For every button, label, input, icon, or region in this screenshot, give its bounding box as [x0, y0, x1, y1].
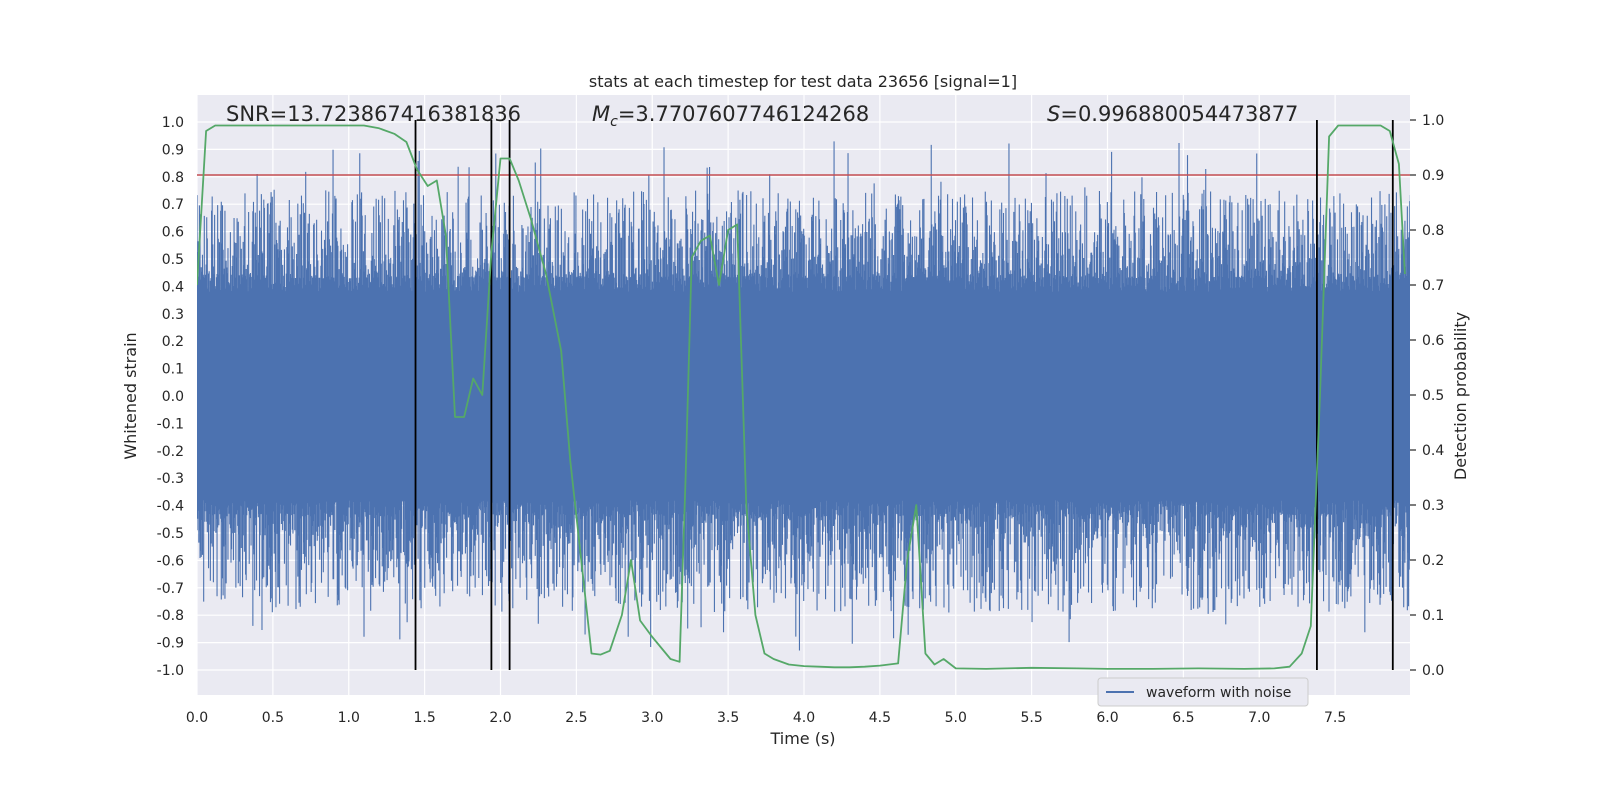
y2-tick-label-2: 0.8 — [1422, 223, 1444, 239]
chart-title: stats at each timestep for test data 236… — [589, 72, 1017, 91]
y-tick-label-14: -0.4 — [157, 499, 184, 515]
y-tick-label-17: -0.7 — [157, 581, 184, 597]
probability-layer — [197, 124, 1406, 670]
y-tick-label-7: 0.3 — [162, 307, 184, 323]
y-tick-label-11: -0.1 — [157, 416, 184, 432]
y2-tick-label-6: 0.4 — [1422, 443, 1444, 459]
spin-symbol: S — [1047, 102, 1060, 126]
vertical-lines — [414, 120, 1394, 670]
y2-tick-label-8: 0.2 — [1422, 553, 1444, 569]
x-tick-label-8: 4.0 — [793, 710, 815, 726]
y2-tick-label-9: 0.1 — [1422, 608, 1444, 624]
y-ticks: 1.0 0.9 0.8 0.7 0.6 0.5 0.4 0.3 0.2 0.1 0.0 -0.1 -0.… — [157, 115, 184, 679]
chirp-mass-value: =3.7707607746124268 — [618, 102, 869, 126]
y-axis-label: Whitened strain — [121, 332, 140, 459]
y-tick-label-18: -0.8 — [157, 608, 184, 624]
y2-axis-label: Detection probability — [1451, 312, 1470, 480]
y2-tick-label-5: 0.5 — [1422, 388, 1444, 404]
x-tick-label-3: 1.5 — [413, 710, 435, 726]
y2-tick-label-0: 1.0 — [1422, 113, 1444, 129]
chirp-mass-subscript: c — [610, 114, 618, 130]
y2-tick-label-7: 0.3 — [1422, 498, 1444, 514]
waveform-line — [197, 141, 1410, 651]
y-tick-label-8: 0.2 — [162, 334, 184, 350]
y-tick-label-19: -0.9 — [157, 636, 184, 652]
x-tick-label-11: 5.5 — [1020, 710, 1042, 726]
x-tick-label-14: 7.0 — [1248, 710, 1270, 726]
y-tick-label-10: 0.0 — [162, 389, 184, 405]
y-tick-label-13: -0.3 — [157, 471, 184, 487]
x-tick-label-10: 5.0 — [945, 710, 967, 726]
y2-ticks: 1.0 0.9 0.8 0.7 0.6 0.5 0.4 0.3 0.2 0.1 0.0 — [1410, 113, 1444, 679]
x-ticks: 0.0 0.5 1.0 1.5 2.0 2.5 3.0 3.5 4.0 4.5 5.0 5.5 6.0 6… — [186, 710, 1346, 726]
probability-line — [197, 124, 1406, 670]
y-tick-label-12: -0.2 — [157, 444, 184, 460]
x-tick-label-6: 3.0 — [641, 710, 663, 726]
x-tick-label-0: 0.0 — [186, 710, 208, 726]
x-tick-label-1: 0.5 — [262, 710, 284, 726]
chirp-mass-annotation: Mc=3.7707607746124268 — [592, 102, 869, 130]
y-tick-label-5: 0.5 — [162, 252, 184, 268]
waveform-series — [197, 141, 1410, 651]
y-tick-label-9: 0.1 — [162, 362, 184, 378]
y2-tick-label-3: 0.7 — [1422, 278, 1444, 294]
spin-value: =0.996880054473877 — [1060, 102, 1298, 126]
x-tick-label-4: 2.0 — [489, 710, 511, 726]
y2-tick-label-4: 0.6 — [1422, 333, 1444, 349]
y-tick-label-1: 0.9 — [162, 142, 184, 158]
y-tick-label-0: 1.0 — [162, 115, 184, 131]
legend-box — [1097, 677, 1309, 707]
x-tick-label-5: 2.5 — [565, 710, 587, 726]
snr-annotation: SNR=13.723867416381836 — [226, 102, 521, 126]
spin-annotation: S=0.996880054473877 — [1047, 102, 1298, 126]
y-tick-label-15: -0.5 — [157, 526, 184, 542]
y-tick-label-20: -1.0 — [157, 663, 184, 679]
y-tick-label-4: 0.6 — [162, 225, 184, 241]
y-tick-label-2: 0.8 — [162, 170, 184, 186]
x-axis-label: Time (s) — [769, 729, 835, 748]
y2-tick-label-10: 0.0 — [1422, 663, 1444, 679]
x-tick-label-13: 6.5 — [1172, 710, 1194, 726]
y-tick-label-3: 0.7 — [162, 197, 184, 213]
x-tick-label-2: 1.0 — [338, 710, 360, 726]
chirp-mass-symbol: M — [592, 102, 610, 126]
y-tick-label-6: 0.4 — [162, 279, 184, 295]
y2-tick-label-1: 0.9 — [1422, 168, 1444, 184]
x-tick-label-9: 4.5 — [869, 710, 891, 726]
x-tick-label-12: 6.0 — [1096, 710, 1118, 726]
legend: waveform with noise — [1097, 677, 1309, 707]
x-tick-label-15: 7.5 — [1324, 710, 1346, 726]
legend-label: waveform with noise — [1146, 685, 1291, 701]
x-tick-label-7: 3.5 — [717, 710, 739, 726]
y-tick-label-16: -0.6 — [157, 553, 184, 569]
